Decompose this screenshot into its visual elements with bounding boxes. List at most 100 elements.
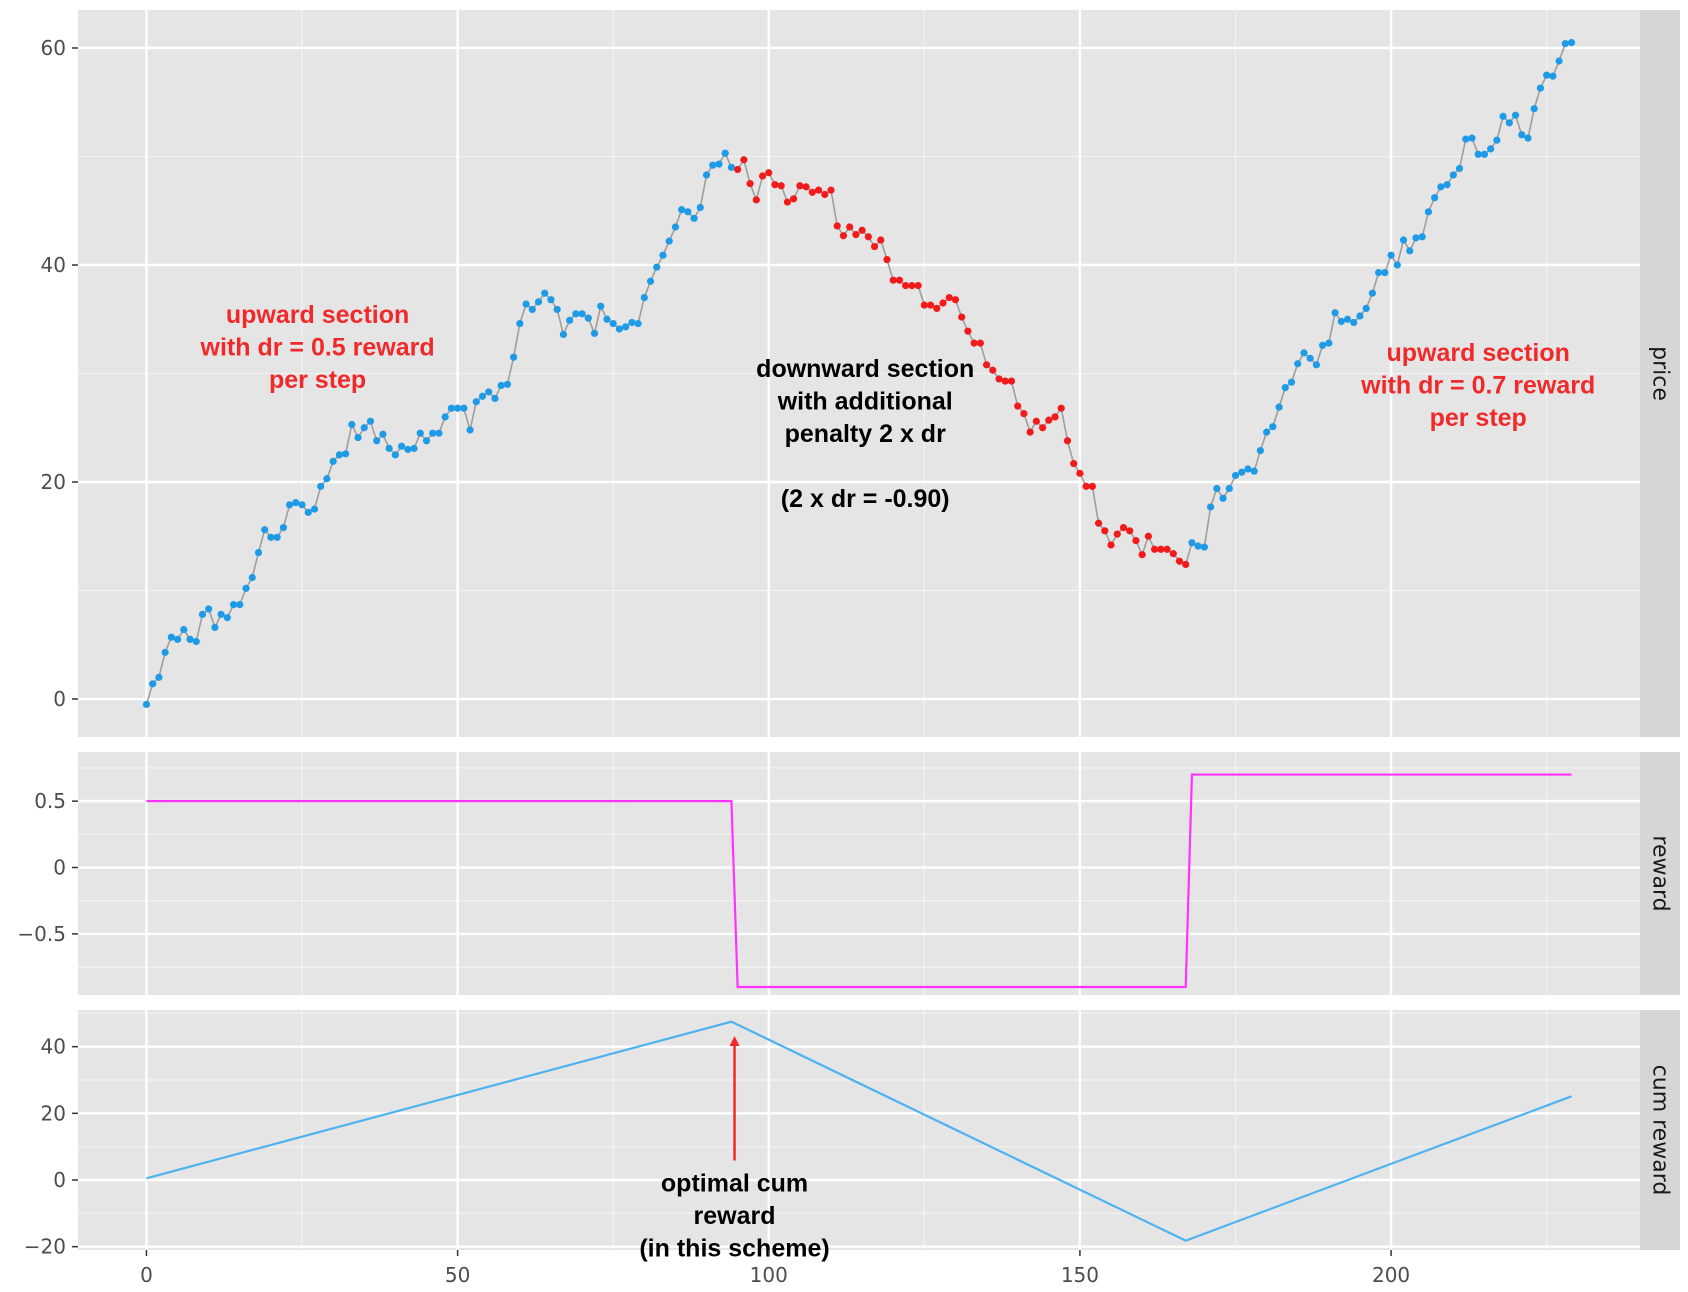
- price-point-down: [839, 232, 848, 240]
- price-point-down: [1138, 551, 1146, 559]
- price-point-down: [1032, 417, 1040, 425]
- price-point-up: [248, 573, 256, 582]
- price-point-down: [889, 276, 897, 284]
- price-point-up: [516, 319, 524, 328]
- price-point-down: [1038, 424, 1047, 432]
- price-point-down: [908, 282, 916, 290]
- price-point-down: [1020, 410, 1028, 418]
- x-tick-label: 0: [140, 1263, 153, 1287]
- strip-background: [1640, 1010, 1680, 1250]
- price-point-up: [727, 163, 736, 171]
- cum-reward-line: [146, 1020, 1572, 1242]
- price-point-up: [1393, 261, 1401, 269]
- strip-label: cum reward: [1648, 1065, 1673, 1196]
- price-point-down: [796, 182, 804, 190]
- price-point-up: [435, 429, 443, 437]
- price-point-down: [777, 182, 785, 190]
- price-point-up: [1518, 131, 1526, 139]
- price-point-down: [995, 375, 1003, 383]
- price-point-up: [379, 430, 387, 438]
- price-point-down: [945, 293, 953, 302]
- price-point-up: [497, 381, 505, 390]
- price-point-up: [534, 298, 543, 306]
- price-point-up: [1343, 315, 1352, 323]
- price-point-up: [1325, 339, 1333, 347]
- price-point-down: [1007, 377, 1016, 385]
- price-point-down: [895, 276, 904, 284]
- price-point-down: [1082, 482, 1090, 490]
- price-point-up: [503, 380, 511, 388]
- price-point-up: [1306, 354, 1314, 362]
- price-point-up: [354, 433, 362, 442]
- price-point-up: [678, 206, 686, 214]
- price-point-up: [1555, 57, 1563, 65]
- price-point-down: [765, 169, 773, 177]
- price-point-up: [1263, 428, 1271, 436]
- price-point-down: [833, 222, 841, 230]
- price-point-up: [192, 637, 200, 646]
- price-point-up: [1443, 181, 1451, 189]
- x-tick-label: 150: [1061, 1263, 1099, 1287]
- price-point-up: [671, 223, 680, 231]
- annotation-text: (in this scheme): [639, 1235, 829, 1263]
- price-point-down: [1144, 532, 1152, 540]
- price-point-down: [914, 282, 922, 290]
- price-point-up: [447, 404, 455, 412]
- price-point-down: [1001, 377, 1009, 385]
- price-point-down: [802, 183, 810, 191]
- price-point-up: [1462, 135, 1470, 143]
- price-point-up: [1412, 234, 1420, 242]
- price-point-up: [1269, 423, 1277, 431]
- price-point-down: [1150, 545, 1159, 553]
- price-point-up: [1424, 208, 1433, 216]
- price-point-down: [1057, 404, 1065, 412]
- price-point-down: [902, 282, 910, 290]
- price-point-up: [628, 318, 636, 327]
- price-point-up: [161, 648, 169, 656]
- price-point-up: [491, 394, 499, 403]
- price-point-down: [958, 313, 966, 321]
- price-point-up: [566, 316, 574, 324]
- price-point-up: [348, 420, 356, 429]
- price-point-down: [827, 186, 835, 194]
- price-point-up: [1455, 164, 1464, 173]
- price-point-up: [1238, 468, 1246, 476]
- price-point-up: [329, 457, 337, 465]
- price-point-up: [466, 426, 474, 434]
- price-point-up: [1350, 318, 1358, 327]
- y-tick-label: 0.5: [34, 789, 66, 813]
- annotation-text: downward section: [756, 355, 974, 383]
- price-point-down: [877, 236, 885, 244]
- price-point-up: [1275, 403, 1283, 411]
- price-point-up: [1219, 494, 1227, 502]
- price-point-down: [814, 186, 823, 194]
- price-point-down: [1107, 541, 1115, 549]
- price-point-down: [1094, 519, 1103, 527]
- annotation-text: with dr = 0.5 reward: [200, 333, 435, 361]
- price-point-up: [665, 237, 673, 245]
- price-point-up: [1287, 378, 1296, 386]
- y-tick-label: 40: [41, 253, 66, 277]
- annotation-text: upward section: [226, 301, 409, 329]
- price-point-up: [478, 392, 487, 400]
- price-point-up: [429, 429, 437, 437]
- price-point-up: [1524, 134, 1532, 142]
- price-point-up: [404, 445, 412, 454]
- price-point-down: [846, 223, 854, 231]
- price-point-up: [1505, 119, 1513, 127]
- price-point-up: [304, 508, 312, 516]
- price-point-up: [603, 315, 611, 323]
- price-point-down: [771, 181, 779, 189]
- price-point-down: [1014, 402, 1022, 410]
- price-point-down: [1051, 413, 1059, 421]
- price-point-up: [441, 413, 449, 421]
- price-point-down: [951, 296, 960, 304]
- price-point-up: [547, 296, 555, 304]
- price-point-up: [1543, 71, 1551, 79]
- x-tick-label: 200: [1372, 1263, 1410, 1287]
- price-point-down: [883, 255, 891, 264]
- price-point-up: [279, 523, 287, 532]
- price-point-up: [572, 310, 580, 318]
- price-point-up: [460, 404, 468, 412]
- panel-price: 0 20 40 60 price upward section with dr = 0.5 …: [41, 10, 1680, 737]
